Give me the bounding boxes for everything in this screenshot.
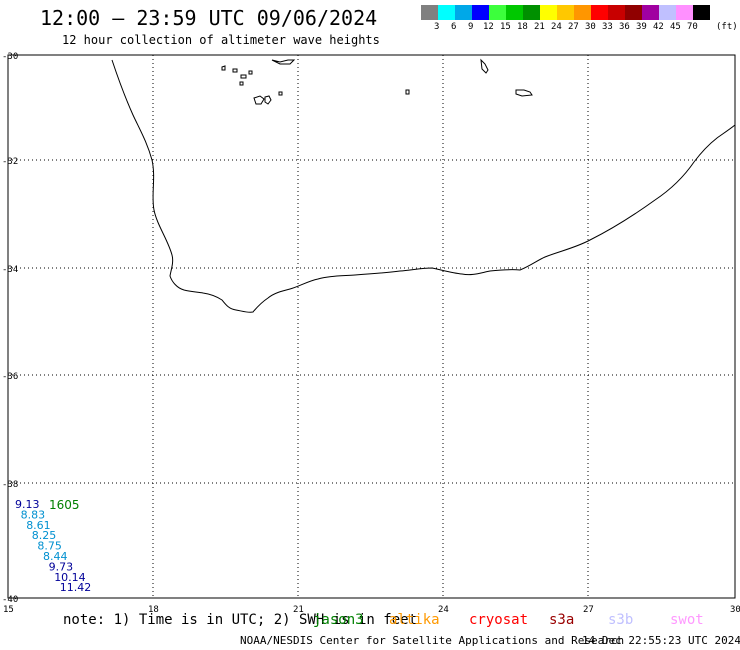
- legend-labels: 3 6 9 12 15 18 21 24 27 30 33 36 39 42 45 70 (ft): [421, 22, 740, 36]
- legend-swatch: [523, 5, 540, 20]
- legend-swatch: [455, 5, 472, 20]
- island-1: [221, 65, 226, 71]
- observation-value: 8.44: [43, 550, 68, 563]
- latitude-label: -32: [2, 157, 18, 167]
- satellite-label: jason3: [313, 612, 364, 628]
- longitude-label: 27: [583, 605, 594, 615]
- legend-swatch: [557, 5, 574, 20]
- legend-label: 27: [568, 22, 579, 32]
- island-4: [248, 70, 253, 75]
- island-6: [253, 95, 265, 105]
- island-2: [232, 68, 238, 73]
- legend-swatch: [642, 5, 659, 20]
- satellite-label: s3a: [549, 612, 575, 628]
- legend-label: 42: [653, 22, 664, 32]
- satellite-label: cryosat: [469, 612, 529, 628]
- satellite-label: swot: [670, 612, 704, 628]
- latitude-label: -36: [2, 372, 18, 382]
- legend-label: 18: [517, 22, 528, 32]
- latitude-label: -38: [2, 480, 18, 490]
- longitude-label: 24: [438, 605, 449, 615]
- legend-label: 33: [602, 22, 613, 32]
- latitude-label: -30: [2, 52, 18, 62]
- longitude-labels: 15 18 21 24 27 30: [3, 605, 740, 615]
- legend-unit: (ft): [716, 22, 738, 32]
- legend-swatch: [540, 5, 557, 20]
- pass-time-label: 1605: [49, 498, 80, 512]
- credit-line: NOAA/NESDIS Center for Satellite Applica…: [240, 634, 625, 647]
- latitude-labels: -30 -32 -34 -36 -38 -40: [2, 52, 18, 605]
- observation-value: 9.73: [49, 560, 74, 573]
- legend-label: 21: [534, 22, 545, 32]
- legend-swatch: [659, 5, 676, 20]
- legend-swatch: [506, 5, 523, 20]
- observation-value: 8.83: [21, 508, 45, 521]
- legend-label: 36: [619, 22, 630, 32]
- map-title: 12:00 – 23:59 UTC 09/06/2024: [40, 6, 378, 30]
- island-9: [271, 59, 296, 65]
- longitude-label: 18: [148, 605, 159, 615]
- observation-value: 8.25: [32, 529, 57, 542]
- longitude-label: 15: [3, 605, 14, 615]
- map-subtitle: 12 hour collection of altimeter wave hei…: [62, 33, 380, 47]
- legend-swatch: [574, 5, 591, 20]
- generation-timestamp: 14 Dec 22:55:23 UTC 2024: [582, 634, 740, 647]
- legend-label: 30: [585, 22, 596, 32]
- map-frame: [7, 54, 736, 599]
- observation-value: 9.13: [15, 498, 40, 511]
- legend-swatch: [472, 5, 489, 20]
- legend-swatch: [591, 5, 608, 20]
- island-10: [405, 89, 410, 95]
- legend-swatch: [676, 5, 693, 20]
- island-12: [515, 89, 533, 97]
- observation-value: 8.75: [37, 540, 62, 553]
- legend-label: 45: [670, 22, 681, 32]
- observation-value: 10.14: [54, 571, 85, 584]
- legend-label: 70: [687, 22, 698, 32]
- legend-label: 39: [636, 22, 647, 32]
- island-5: [239, 81, 244, 86]
- latitude-label: -34: [2, 265, 18, 275]
- legend-label: 6: [451, 22, 457, 32]
- island-8: [278, 91, 283, 96]
- legend-label: 3: [434, 22, 440, 32]
- wave-height-legend: 3 6 9 12 15 18 21 24 27 30 33 36 39 42 45 70 (ft): [421, 5, 738, 32]
- legend-swatch: [693, 5, 710, 20]
- legend-swatch: [438, 5, 455, 20]
- satellite-label: altika: [389, 612, 440, 628]
- island-11: [480, 58, 489, 74]
- longitude-label: 21: [293, 605, 304, 615]
- latitude-label: -40: [2, 595, 18, 605]
- observation-value: 11.42: [60, 581, 92, 594]
- island-3: [240, 74, 247, 79]
- coastline: [111, 59, 736, 313]
- longitude-label: 30: [730, 605, 740, 615]
- legend-swatch: [608, 5, 625, 20]
- legend-swatch: [489, 5, 506, 20]
- footer-note: note: 1) Time is in UTC; 2) SWH is in fe…: [63, 612, 418, 628]
- legend-swatch: [625, 5, 642, 20]
- satellite-label: s3b: [608, 612, 634, 628]
- legend-label: 9: [468, 22, 474, 32]
- legend-swatch: [421, 5, 438, 20]
- grid-lines: [8, 55, 735, 598]
- island-7: [264, 95, 272, 105]
- observation-value: 8.61: [26, 519, 51, 532]
- legend-color-bar: [421, 5, 710, 20]
- legend-label: 15: [500, 22, 511, 32]
- legend-label: 24: [551, 22, 562, 32]
- legend-label: 12: [483, 22, 494, 32]
